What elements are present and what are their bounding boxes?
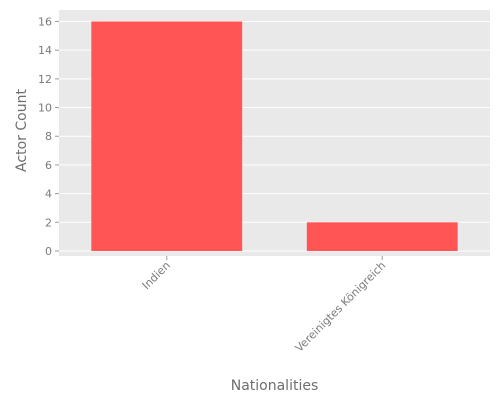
y-tick-label: 6 — [45, 159, 52, 172]
bars — [91, 21, 458, 251]
bar — [306, 222, 458, 251]
x-tick-label: Indien — [140, 259, 173, 292]
y-tick-label: 0 — [45, 245, 52, 258]
y-axis-ticks: 0 2 4 6 8 10 12 14 16 — [38, 15, 59, 258]
y-tick-label: 16 — [38, 15, 52, 28]
x-axis-ticks: Indien Vereinigtes Königreich — [140, 256, 389, 355]
bar — [91, 21, 243, 251]
y-tick-label: 2 — [45, 216, 52, 229]
x-tick-label: Vereinigtes Königreich — [293, 259, 389, 355]
y-axis-title: Actor Count — [14, 89, 30, 172]
x-axis-title: Nationalities — [231, 378, 319, 394]
y-tick-label: 8 — [45, 130, 52, 143]
y-tick-label: 12 — [38, 73, 52, 86]
y-tick-label: 4 — [45, 188, 52, 201]
y-tick-label: 10 — [38, 102, 52, 115]
y-tick-label: 14 — [38, 44, 52, 57]
